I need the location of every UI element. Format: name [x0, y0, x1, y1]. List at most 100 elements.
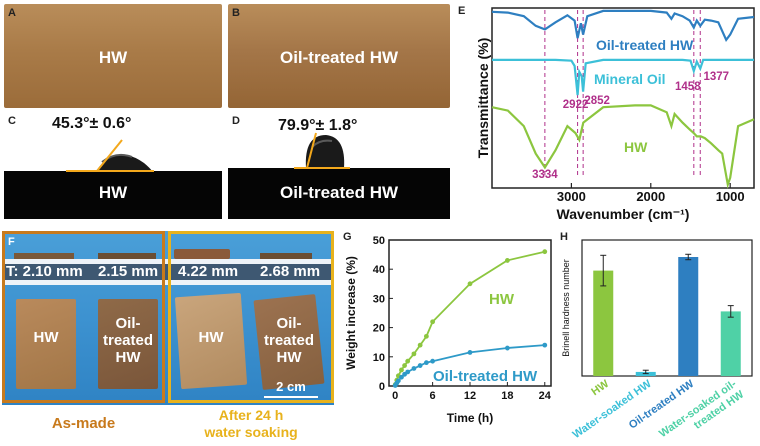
- category-label: HW: [589, 378, 611, 399]
- bars-group: [593, 253, 741, 376]
- data-point: [423, 360, 429, 366]
- x-tick-label: 12: [464, 390, 476, 402]
- y-tick-label: 20: [373, 323, 385, 335]
- data-point: [430, 319, 436, 325]
- thickness-label: T: 2.10 mm: [6, 263, 83, 280]
- y-tick-label: 40: [373, 264, 385, 276]
- sample-label: HW: [33, 329, 59, 346]
- data-point: [405, 369, 411, 375]
- x-tick-label: 24: [539, 390, 552, 402]
- data-point: [411, 366, 417, 371]
- peak-label: 2922: [563, 99, 589, 111]
- x-tick-label: 18: [501, 390, 513, 402]
- x-tick-label: 2000: [636, 189, 665, 204]
- scale-bar-label: 2 cm: [276, 379, 306, 394]
- y-axis-label: Brinell hardness number: [561, 259, 571, 357]
- thickness-label: 4.22 mm: [178, 263, 239, 280]
- panel-letter: G: [343, 231, 352, 243]
- edge-sample: [98, 253, 156, 259]
- panel-a: A HW: [4, 4, 222, 108]
- data-point: [542, 249, 548, 255]
- x-tick-label: 6: [430, 390, 436, 402]
- edge-sample: [260, 253, 312, 259]
- panel-label: Oil-treated HW: [279, 183, 399, 202]
- panel-f: F T: 2.10 mm 2.15 mm 4.22 mm 2.68 mm HW …: [2, 231, 340, 443]
- panel-d: D 79.9°± 1.8° Oil-treated HW: [228, 113, 450, 219]
- data-point: [399, 374, 404, 380]
- y-tick-label: 30: [373, 293, 385, 305]
- x-tick-label: 3000: [557, 189, 586, 204]
- series-line: [491, 9, 755, 43]
- bar: [593, 270, 614, 376]
- category-label: Water-soaked HW: [571, 378, 655, 442]
- thickness-label: 2.68 mm: [260, 263, 321, 280]
- sample-oil-asmade: [98, 299, 158, 389]
- series-label-oil-treated-hw: Oil-treated HW: [433, 368, 538, 385]
- category-label: Water-soaked oil-treated HW: [657, 378, 747, 446]
- contact-angle-text: 45.3°± 0.6°: [52, 115, 132, 132]
- bar: [720, 311, 741, 376]
- series-line: [492, 58, 754, 96]
- peak-label: 3334: [532, 169, 558, 181]
- edge-sample: [174, 249, 230, 259]
- data-point: [542, 342, 548, 348]
- edge-sample: [14, 253, 74, 259]
- panel-letter: F: [8, 236, 15, 248]
- droplet-c: [66, 139, 154, 172]
- series-group: [392, 249, 548, 388]
- y-tick-label: 10: [373, 352, 385, 364]
- y-axis-label: Transmittance (%): [475, 38, 491, 159]
- panel-letter: H: [560, 231, 568, 243]
- series-label-mineral-oil: Mineral Oil: [594, 71, 666, 87]
- data-point: [405, 358, 411, 364]
- peak-label: 1377: [703, 71, 729, 83]
- data-point: [395, 378, 401, 384]
- panel-letter: E: [458, 5, 465, 17]
- data-point: [417, 342, 423, 348]
- frame-soaked: [168, 231, 334, 403]
- data-point: [417, 363, 423, 368]
- series-line: [491, 104, 755, 189]
- x-axis-label: Time (h): [447, 411, 493, 425]
- x-axis-label: Wavenumber (cm⁻¹): [557, 206, 690, 222]
- droplet-d: [294, 132, 350, 169]
- bar: [678, 257, 699, 376]
- data-point: [430, 358, 436, 364]
- scale-bar: [264, 396, 318, 398]
- data-point: [504, 345, 510, 351]
- substrate: [4, 171, 222, 219]
- sample-hw-asmade: [16, 299, 76, 389]
- plot-frame: [388, 239, 552, 387]
- frame-asmade: [2, 231, 165, 403]
- y-axis-label: Weight increase (%): [344, 256, 358, 370]
- series-label-hw: HW: [624, 139, 648, 155]
- data-point: [402, 363, 407, 368]
- panel-letter: A: [8, 7, 16, 19]
- panel-label: HW: [98, 183, 128, 202]
- x-tick-label: 0: [392, 390, 398, 402]
- y-tick-label: 50: [373, 235, 385, 247]
- data-point: [467, 281, 473, 287]
- series-label-hw: HW: [489, 291, 515, 308]
- panel-letter: C: [8, 115, 16, 127]
- sample-label: Oil- treated HW: [263, 315, 315, 366]
- panel-letter: D: [232, 115, 240, 127]
- caption-asmade: As-made: [51, 415, 116, 432]
- thickness-label: 2.15 mm: [98, 263, 159, 280]
- caption-soaked: After 24 h water soaking: [204, 407, 298, 440]
- data-point: [399, 367, 404, 373]
- x-ticks: 3000 2000 1000: [557, 183, 745, 204]
- peak-guides: [544, 10, 701, 178]
- plot-frame: [581, 239, 753, 377]
- axis-ticks: 0 6 12 18 24 0 10 20 30 40 50: [373, 235, 552, 402]
- sample-label: Oil- treated HW: [102, 315, 154, 366]
- data-point: [423, 333, 429, 339]
- y-tick-label: 0: [379, 381, 385, 393]
- series-group: [491, 9, 755, 189]
- panel-b: B Oil-treated HW: [228, 4, 450, 108]
